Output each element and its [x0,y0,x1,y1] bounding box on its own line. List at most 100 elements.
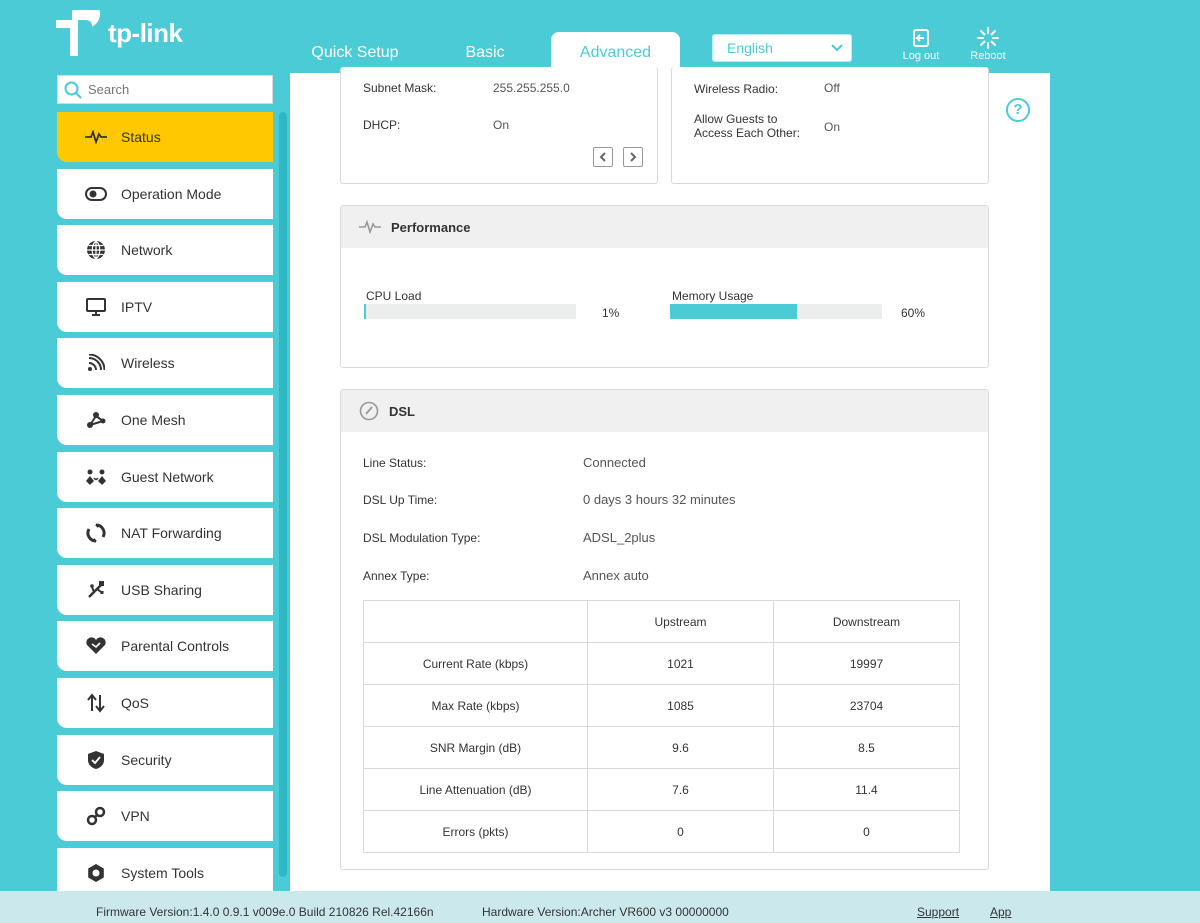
line-status-label: Line Status: [363,456,427,470]
guest-wireless-card: Wireless Radio: Off Allow Guests to Acce… [671,67,989,184]
sidebar-item-guest-network[interactable]: Guest Network [57,451,273,502]
heart-icon [85,635,107,657]
sidebar-item-label: USB Sharing [121,581,202,598]
dsl-card: DSL Line Status: Connected DSL Up Time: … [340,389,989,870]
table-row: Current Rate (kbps) 1021 19997 [363,642,960,685]
memory-usage-bar [670,304,882,319]
table-cell: 1085 [587,684,774,727]
guests-icon [85,466,107,488]
search-icon [64,81,82,99]
reboot-button[interactable]: Reboot [963,26,1013,62]
memory-usage-percent: 60% [901,306,926,320]
cpu-load-bar [364,304,576,319]
sidebar-scrollbar[interactable] [279,112,287,877]
table-cell: 0 [587,810,774,853]
table-cell: SNR Margin (dB) [363,726,588,769]
allow-guests-label-line1: Allow Guests to [694,112,778,126]
help-icon[interactable]: ? [1006,98,1030,122]
search-input[interactable] [88,82,258,97]
sidebar-item-vpn[interactable]: VPN [57,791,273,842]
sidebar-item-system-tools[interactable]: System Tools [57,847,273,898]
language-selected-value: English [727,40,773,56]
mesh-icon [85,409,107,431]
sidebar-item-label: Parental Controls [121,638,230,655]
chevron-down-icon [831,35,843,69]
memory-usage-bar-fill [670,304,798,319]
logout-label: Log out [902,50,940,62]
lan-card: Subnet Mask: 255.255.255.0 DHCP: On [340,67,658,184]
dsl-title: DSL [389,403,415,419]
table-cell: 1021 [587,642,774,685]
link-icon [85,805,107,827]
dsl-modulation-value: ADSL_2plus [583,530,656,545]
memory-usage-label: Memory Usage [672,289,754,303]
table-row: Errors (pkts) 0 0 [363,810,960,853]
table-cell: Max Rate (kbps) [363,684,588,727]
dsl-stats-table: Upstream Downstream Current Rate (kbps) … [363,600,960,853]
chevron-left-icon [599,152,606,162]
dhcp-label: DHCP: [363,118,401,132]
dsl-up-time-label: DSL Up Time: [363,493,438,507]
table-header-cell: Downstream [773,600,960,643]
table-cell: 8.5 [773,726,960,769]
sidebar-item-operation-mode[interactable]: Operation Mode [57,168,273,219]
language-select[interactable]: English [712,34,852,62]
sidebar-item-parental-controls[interactable]: Parental Controls [57,621,273,672]
updown-arrows-icon [85,692,107,714]
firmware-version: Firmware Version:1.4.0 0.9.1 v009e.0 Bui… [96,905,434,919]
sidebar-item-label: One Mesh [121,411,186,428]
table-cell: Current Rate (kbps) [363,642,588,685]
sidebar-item-usb-sharing[interactable]: USB Sharing [57,564,273,615]
tp-link-logo-mark-icon [56,0,106,56]
sidebar-item-security[interactable]: Security [57,734,273,785]
chevron-right-icon [630,152,637,162]
reboot-icon [963,26,1013,50]
sidebar-item-label: Security [121,751,172,768]
dsl-header: DSL [341,390,988,432]
sidebar-item-label: Wireless [121,355,175,372]
dhcp-value: On [493,118,510,132]
sidebar-item-status[interactable]: Status [57,112,273,162]
table-cell: 19997 [773,642,960,685]
footer-bar: Firmware Version:1.4.0 0.9.1 v009e.0 Bui… [0,891,1200,923]
tab-basic[interactable]: Basic [465,44,505,61]
sidebar-item-nat-forwarding[interactable]: NAT Forwarding [57,508,273,559]
shield-icon [85,749,107,771]
sidebar-menu: Status Operation Mode Network IPTV Wirel… [57,112,273,904]
sidebar-item-qos[interactable]: QoS [57,677,273,728]
sidebar-item-label: Network [121,242,173,259]
sidebar-item-label: IPTV [121,298,153,315]
app-link[interactable]: App [990,905,1012,919]
pulse-icon [359,220,381,234]
tp-link-logo: tp-link [56,0,183,56]
sidebar-item-label: VPN [121,808,150,825]
tab-quick-setup[interactable]: Quick Setup [311,44,399,61]
toggle-icon [85,183,107,205]
sidebar-item-iptv[interactable]: IPTV [57,281,273,332]
performance-title: Performance [391,219,471,235]
performance-card: Performance CPU Load 1% Memory Usage 60% [340,205,989,368]
search-box[interactable] [57,75,273,104]
gauge-icon [359,401,379,421]
logout-button[interactable]: Log out [896,26,946,62]
gear-icon [85,862,107,884]
wireless-radio-label: Wireless Radio: [694,82,779,96]
reboot-label: Reboot [970,50,1006,62]
sidebar-item-wireless[interactable]: Wireless [57,338,273,389]
sidebar-item-label: Operation Mode [121,185,222,202]
table-cell: Line Attenuation (dB) [363,768,588,811]
prev-page-button[interactable] [593,147,613,167]
sidebar-item-label: System Tools [121,864,204,881]
table-cell: 23704 [773,684,960,727]
nat-icon [85,522,107,544]
sidebar-item-network[interactable]: Network [57,225,273,276]
next-page-button[interactable] [623,147,643,167]
dsl-modulation-label: DSL Modulation Type: [363,531,481,545]
cpu-load-label: CPU Load [366,289,422,303]
performance-header: Performance [341,206,988,248]
pulse-icon [85,126,107,148]
support-link[interactable]: Support [917,905,960,919]
line-status-value: Connected [583,455,646,470]
sidebar-item-one-mesh[interactable]: One Mesh [57,394,273,445]
sidebar-item-label: Status [121,129,161,145]
